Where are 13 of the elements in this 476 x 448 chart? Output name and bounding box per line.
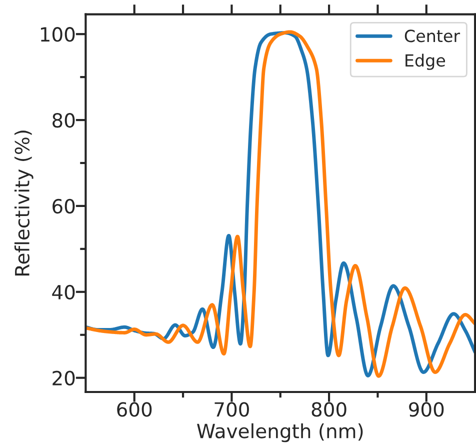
- legend-label: Edge: [406, 54, 446, 70]
- x-tick-label: 800: [312, 402, 346, 417]
- y-tick-label: 100: [40, 27, 75, 42]
- y-tick-label: 40: [52, 284, 75, 300]
- legend-label: Center: [404, 30, 460, 42]
- x-tick-label: 900: [409, 402, 444, 417]
- x-axis-title: Wavelength (nm): [197, 423, 363, 442]
- x-tick-label: 600: [117, 402, 152, 417]
- y-axis-title: Reflectivity (%): [14, 130, 34, 276]
- y-tick-label: 80: [52, 112, 75, 128]
- x-tick-label: 700: [214, 402, 249, 417]
- y-tick-label: 60: [52, 198, 75, 214]
- y-tick-label: 20: [52, 370, 75, 386]
